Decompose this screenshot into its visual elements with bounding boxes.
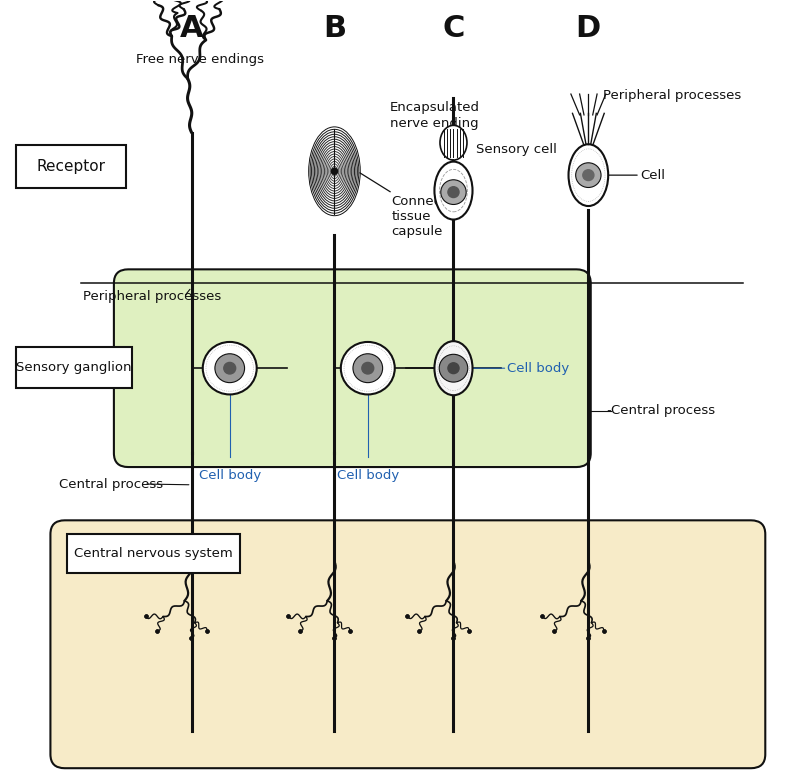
- Ellipse shape: [569, 144, 608, 206]
- Text: Cell: Cell: [609, 169, 665, 181]
- Text: Encapsulated
nerve ending: Encapsulated nerve ending: [390, 102, 480, 130]
- Ellipse shape: [434, 341, 473, 395]
- Text: Cell body: Cell body: [337, 469, 399, 481]
- Text: Cell body: Cell body: [198, 469, 261, 481]
- FancyBboxPatch shape: [16, 346, 132, 388]
- Circle shape: [215, 353, 245, 383]
- Text: D: D: [576, 14, 601, 43]
- FancyBboxPatch shape: [16, 145, 126, 188]
- FancyBboxPatch shape: [67, 534, 240, 573]
- Circle shape: [341, 342, 394, 394]
- Circle shape: [362, 363, 374, 374]
- Text: C: C: [442, 14, 465, 43]
- Circle shape: [448, 187, 459, 198]
- Circle shape: [202, 342, 257, 394]
- Text: Central process: Central process: [610, 405, 714, 417]
- Text: Sensory ganglion: Sensory ganglion: [17, 361, 132, 374]
- Text: A: A: [180, 14, 203, 43]
- Ellipse shape: [434, 162, 473, 219]
- Text: Central nervous system: Central nervous system: [74, 547, 233, 560]
- Circle shape: [448, 363, 459, 374]
- Text: Free nerve endings: Free nerve endings: [135, 53, 263, 66]
- Circle shape: [224, 363, 236, 374]
- Circle shape: [331, 168, 338, 174]
- Circle shape: [441, 180, 466, 205]
- Circle shape: [439, 354, 468, 382]
- Circle shape: [576, 163, 601, 188]
- Ellipse shape: [440, 126, 467, 160]
- Text: Sensory cell: Sensory cell: [476, 143, 557, 156]
- Circle shape: [583, 170, 594, 181]
- Circle shape: [353, 353, 382, 383]
- Text: Peripheral processes: Peripheral processes: [602, 89, 741, 102]
- Text: Receptor: Receptor: [37, 159, 106, 174]
- Text: B: B: [323, 14, 346, 43]
- Text: Connective
tissue
capsule: Connective tissue capsule: [360, 173, 466, 238]
- Text: Central process: Central process: [59, 477, 163, 491]
- FancyBboxPatch shape: [50, 520, 766, 768]
- FancyBboxPatch shape: [114, 270, 590, 467]
- Text: Peripheral processes: Peripheral processes: [83, 290, 222, 303]
- Text: Cell body: Cell body: [474, 362, 570, 374]
